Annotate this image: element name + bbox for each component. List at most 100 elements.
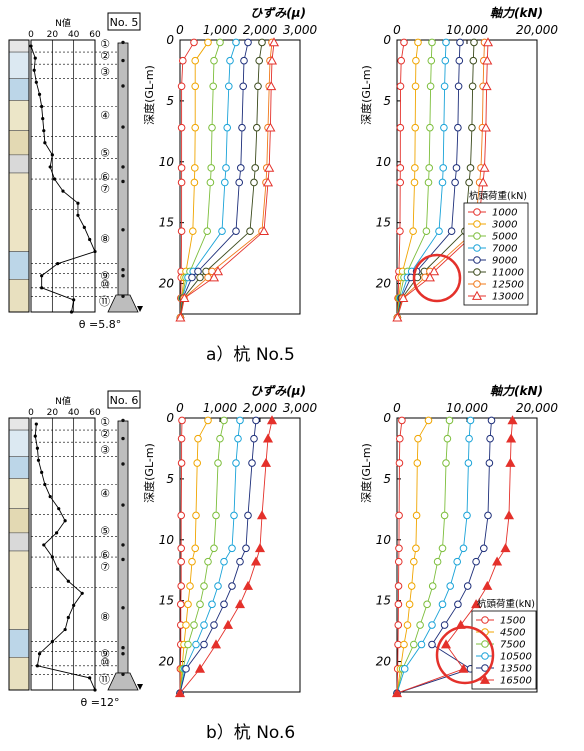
y-tick-label: 10 [159, 155, 175, 169]
point-11000 [251, 164, 259, 172]
point-16500 [471, 599, 482, 609]
layer-label: ⑥ [100, 549, 110, 562]
point-3000 [410, 178, 419, 187]
n-value-point [35, 446, 40, 450]
n-value-point [42, 543, 46, 547]
legend-entry: 7500 [500, 640, 525, 651]
point-16500 [254, 543, 266, 553]
layer-label: ⑦ [100, 183, 110, 196]
point-4500 [193, 459, 201, 467]
n-value-point [40, 470, 44, 474]
point-7000 [221, 178, 229, 187]
point-1000 [396, 178, 405, 187]
legend-entry: 5000 [492, 232, 517, 243]
point-16500 [222, 619, 234, 629]
layer-label: ⑪ [99, 673, 110, 686]
point-4500 [424, 416, 433, 425]
point-1000 [190, 38, 198, 47]
x-axis-label: ひずみ(μ) [250, 384, 306, 398]
point-16500 [250, 556, 262, 566]
layer-label: ⑩ [100, 656, 110, 669]
point-7500 [438, 544, 447, 553]
gauge-point [121, 165, 125, 169]
point-7500 [216, 434, 224, 443]
legend-marker [481, 616, 489, 624]
point-7500 [214, 459, 222, 467]
point-1000 [396, 227, 404, 235]
x-axis-label: 軸力(kN) [490, 6, 543, 20]
point-13000 [266, 55, 278, 65]
layer-label: ⑩ [100, 278, 110, 291]
point-13000 [482, 55, 493, 65]
n-value-point [76, 201, 80, 205]
point-10500 [214, 582, 222, 590]
point-10500 [192, 640, 200, 649]
point-7500 [196, 600, 204, 609]
plot-3: 0 10,000 20,000 軸力(kN) 0 5 10 15 20 深度(GL-m) 杭頭荷重(… [359, 384, 558, 698]
point-13500 [463, 582, 472, 590]
x-tick-label: 3,000 [283, 401, 318, 415]
soil-layer [8, 657, 30, 691]
legend-entry: 12500 [492, 280, 524, 291]
point-3000 [411, 123, 420, 132]
n-value-point [43, 482, 47, 487]
n-tick-label: 20 [47, 30, 59, 40]
x-tick-label: 0 [176, 23, 184, 37]
point-10500 [453, 557, 462, 566]
point-1500 [395, 459, 404, 467]
point-5000 [210, 56, 218, 65]
point-1000 [396, 123, 405, 132]
n-value-point [43, 141, 47, 145]
point-7500 [423, 600, 431, 609]
series-line-10500 [396, 420, 471, 694]
caption-a: a）杭 No.5 [206, 345, 295, 365]
legend-title: 杭頭荷重(kN) [477, 598, 535, 610]
point-13500 [250, 434, 258, 443]
point-4500 [188, 557, 196, 566]
y-axis-label: 深度(GL-m) [359, 443, 373, 503]
soil-profile-5: 0 20 40 60 N値 ①② ③ ④ ⑤ ⑥⑦ ⑧ ⑨⑩ ⑪ No. 6 θ =12° [8, 390, 143, 709]
point-10500 [465, 434, 473, 443]
point-10500 [234, 434, 242, 443]
n-value-point [57, 507, 61, 511]
series-line-7500 [179, 420, 225, 694]
point-7500 [440, 511, 449, 520]
plot-1: 0 10,000 20,000 軸力(kN) 0 5 10 15 20 深度(GL-m) 杭頭荷重(… [359, 6, 558, 322]
soil-layer [8, 532, 30, 552]
layer-label: ① [100, 416, 110, 429]
soil-layer [8, 130, 30, 156]
series-line-4500 [179, 420, 209, 694]
soil-layer [8, 154, 30, 174]
layer-label: ② [100, 50, 110, 63]
point-5000 [424, 178, 433, 187]
point-5000 [216, 38, 224, 47]
point-16500 [174, 687, 186, 698]
legend-entry: 16500 [500, 676, 532, 687]
point-4500 [410, 557, 418, 566]
gauge-point [121, 179, 125, 184]
gauge-point [121, 557, 125, 562]
point-10500 [428, 621, 436, 629]
pile-label-box [107, 12, 141, 31]
x-tick-label: 10,000 [446, 401, 488, 415]
n-value-point [32, 68, 36, 72]
legend-marker [473, 280, 481, 288]
point-7500 [204, 557, 212, 566]
legend-marker [473, 244, 481, 252]
point-1500 [394, 557, 403, 566]
point-9000 [235, 178, 243, 187]
y-tick-label: 20 [159, 277, 175, 291]
point-16500 [458, 663, 469, 673]
point-13500 [244, 511, 252, 520]
point-4500 [194, 434, 202, 443]
point-16500 [194, 663, 206, 673]
point-1500 [177, 557, 185, 566]
point-9000 [240, 56, 248, 65]
point-11000 [246, 227, 254, 235]
soil-layer [8, 39, 30, 53]
point-10500 [463, 511, 471, 520]
n-value-point [52, 177, 57, 181]
point-10500 [417, 640, 426, 649]
layer-label: ⑧ [100, 610, 110, 623]
